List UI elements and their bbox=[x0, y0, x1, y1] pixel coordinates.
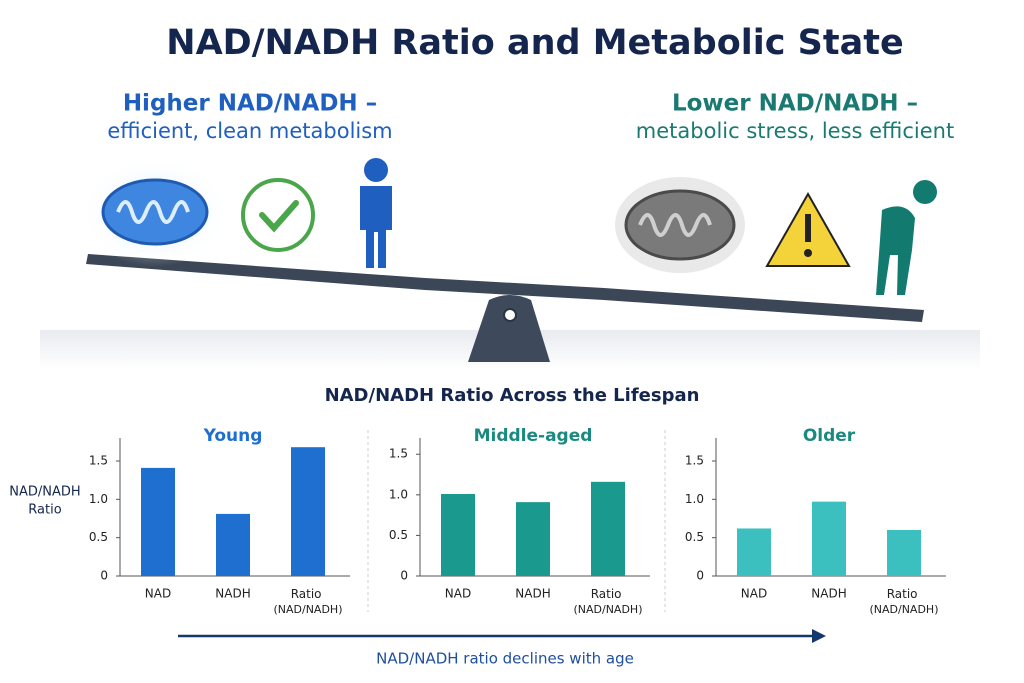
chart-title: Young bbox=[203, 426, 263, 446]
x-tick-label: NAD bbox=[741, 587, 767, 601]
x-tick-label: NADH bbox=[515, 587, 550, 601]
y-tick-label: 1.5 bbox=[389, 447, 408, 461]
y-tick-label: 1.0 bbox=[685, 492, 704, 506]
bar bbox=[291, 447, 325, 576]
x-tick-label: NAD bbox=[445, 587, 471, 601]
bar bbox=[441, 494, 475, 576]
y-axis-label: Ratio bbox=[28, 503, 61, 518]
x-tick-label: NAD bbox=[145, 587, 171, 601]
x-tick-label: Ratio (NAD/NADH) bbox=[573, 587, 642, 617]
y-tick-label: 0 bbox=[400, 569, 408, 583]
y-tick-label: 0.5 bbox=[389, 528, 408, 542]
y-tick-label: 0.5 bbox=[89, 530, 108, 544]
seesaw-illustration bbox=[40, 157, 980, 370]
y-tick-label: 1.0 bbox=[389, 487, 408, 501]
footer-note: NAD/NADH ratio declines with age bbox=[376, 650, 634, 668]
trend-arrowhead bbox=[812, 629, 826, 643]
bar bbox=[591, 481, 625, 576]
bar bbox=[737, 528, 771, 576]
right-subheading: metabolic stress, less efficient bbox=[636, 119, 954, 143]
bar bbox=[216, 513, 250, 576]
left-heading: Higher NAD/NADH – bbox=[123, 91, 377, 117]
y-tick-label: 0 bbox=[696, 569, 704, 583]
x-tick-label: Ratio (NAD/NADH) bbox=[273, 587, 342, 617]
y-tick-label: 0.5 bbox=[685, 530, 704, 544]
bar bbox=[812, 501, 846, 576]
right-heading: Lower NAD/NADH – bbox=[672, 91, 918, 117]
page-title: NAD/NADH Ratio and Metabolic State bbox=[166, 23, 903, 63]
y-tick-label: 0 bbox=[100, 569, 108, 583]
bar bbox=[141, 467, 175, 576]
x-tick-label: NADH bbox=[811, 587, 846, 601]
chart-title: Middle-aged bbox=[474, 426, 593, 446]
bar bbox=[516, 502, 550, 576]
bar bbox=[887, 530, 921, 576]
x-tick-label: Ratio (NAD/NADH) bbox=[869, 587, 938, 617]
section-title: NAD/NADH Ratio Across the Lifespan bbox=[325, 385, 700, 406]
x-tick-label: NADH bbox=[215, 587, 250, 601]
left-subheading: efficient, clean metabolism bbox=[107, 119, 392, 143]
chart-title: Older bbox=[803, 426, 856, 446]
y-axis-label: NAD/NADH bbox=[9, 485, 80, 500]
y-tick-label: 1.0 bbox=[89, 492, 108, 506]
y-tick-label: 1.5 bbox=[685, 454, 704, 468]
y-tick-label: 1.5 bbox=[89, 454, 108, 468]
